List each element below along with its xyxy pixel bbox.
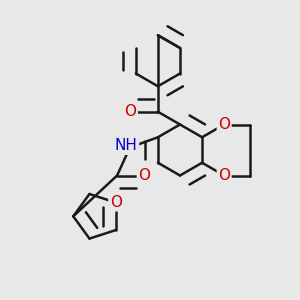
Text: NH: NH: [115, 139, 138, 154]
Text: O: O: [218, 117, 230, 132]
Text: O: O: [110, 195, 122, 210]
Text: O: O: [218, 168, 230, 183]
Text: O: O: [124, 104, 136, 119]
Text: O: O: [138, 168, 150, 183]
